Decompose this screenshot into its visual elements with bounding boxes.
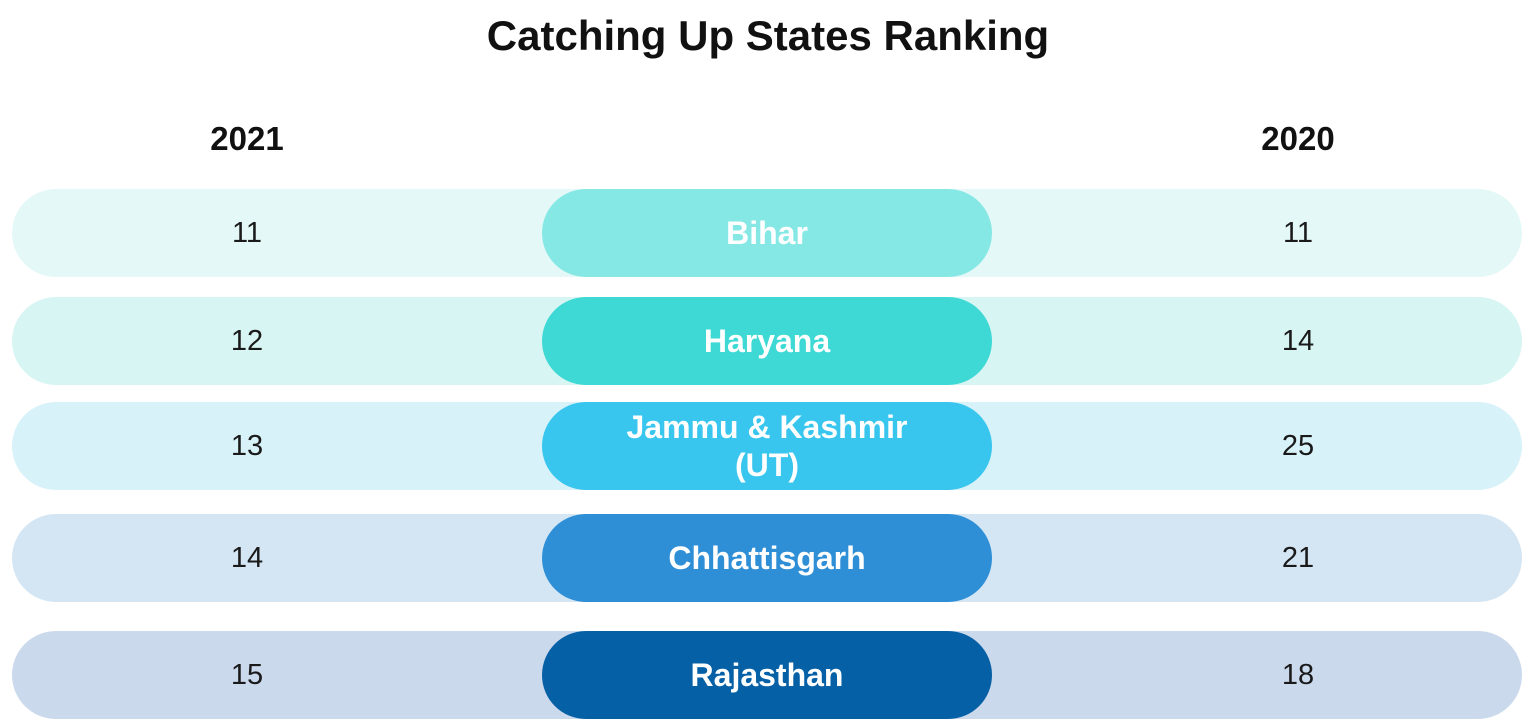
- state-name: Haryana: [703, 323, 831, 359]
- page-title: Catching Up States Ranking: [486, 12, 1050, 59]
- state-name: Bihar: [726, 215, 808, 251]
- state-name: Chhattisgarh: [668, 540, 866, 576]
- state-pill: Bihar: [542, 189, 992, 277]
- rank-2020: 11: [1282, 217, 1314, 249]
- state-pill: Haryana: [542, 297, 992, 385]
- rank-2021: 15: [230, 659, 264, 691]
- rank-2020: 25: [1281, 430, 1315, 462]
- state-pill: Chhattisgarh: [542, 514, 992, 602]
- ranking-row-haryana: 12 Haryana 14: [12, 297, 1522, 385]
- state-pill: Jammu & Kashmir (UT): [542, 402, 992, 490]
- state-name: Jammu & Kashmir: [626, 409, 908, 445]
- state-name-line2: (UT): [735, 447, 799, 483]
- ranking-row-bihar: 11 Bihar 11: [12, 189, 1522, 277]
- rank-2020: 14: [1281, 325, 1315, 357]
- ranking-row-jammu-kashmir: 13 Jammu & Kashmir (UT) 25: [12, 402, 1522, 490]
- rank-2021: 13: [230, 430, 264, 462]
- rank-2021: 14: [230, 542, 264, 574]
- column-header-2021: 2021: [210, 120, 284, 157]
- ranking-row-rajasthan: 15 Rajasthan 18: [12, 631, 1522, 719]
- state-name: Rajasthan: [690, 657, 844, 693]
- column-header-2020: 2020: [1261, 120, 1335, 157]
- rank-2020: 18: [1281, 659, 1315, 691]
- rank-2021: 11: [231, 217, 263, 249]
- rank-2020: 21: [1281, 542, 1315, 574]
- rank-2021: 12: [230, 325, 264, 357]
- ranking-row-chhattisgarh: 14 Chhattisgarh 21: [12, 514, 1522, 602]
- state-pill: Rajasthan: [542, 631, 992, 719]
